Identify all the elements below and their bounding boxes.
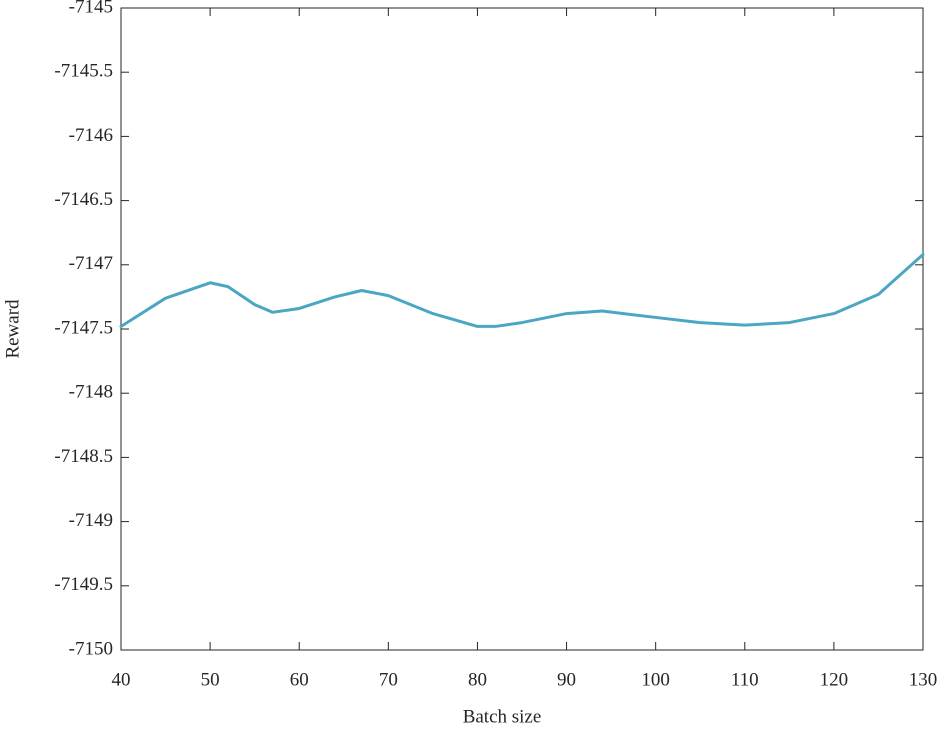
y-tick-label: -7145.5 <box>54 61 113 82</box>
x-tick-label: 100 <box>641 669 670 690</box>
x-tick-label: 40 <box>112 669 131 690</box>
y-tick-label: -7145 <box>69 0 113 17</box>
x-tick-label: 110 <box>731 669 759 690</box>
x-tick-label: 90 <box>557 669 576 690</box>
y-tick-label: -7148 <box>69 382 113 403</box>
x-tick-label: 130 <box>909 669 938 690</box>
y-tick-label: -7146.5 <box>54 189 113 210</box>
y-tick-label: -7147.5 <box>54 317 113 338</box>
y-tick-label: -7148.5 <box>54 446 113 467</box>
data-line <box>119 253 925 328</box>
x-axis-label: Batch size <box>463 706 542 727</box>
y-tick-label: -7147 <box>69 253 113 274</box>
y-tick-label: -7149.5 <box>54 574 113 595</box>
y-tick-label: -7149 <box>69 510 113 531</box>
plot-box <box>120 7 924 651</box>
x-tick-label: 60 <box>290 669 309 690</box>
y-tick-label: -7150 <box>69 638 113 659</box>
x-tick-label: 120 <box>820 669 849 690</box>
x-tick-label: 50 <box>201 669 220 690</box>
y-axis-label: Reward <box>2 299 23 359</box>
y-tick-label: -7146 <box>69 125 113 146</box>
x-tick-label: 80 <box>468 669 487 690</box>
x-tick-label: 70 <box>379 669 398 690</box>
